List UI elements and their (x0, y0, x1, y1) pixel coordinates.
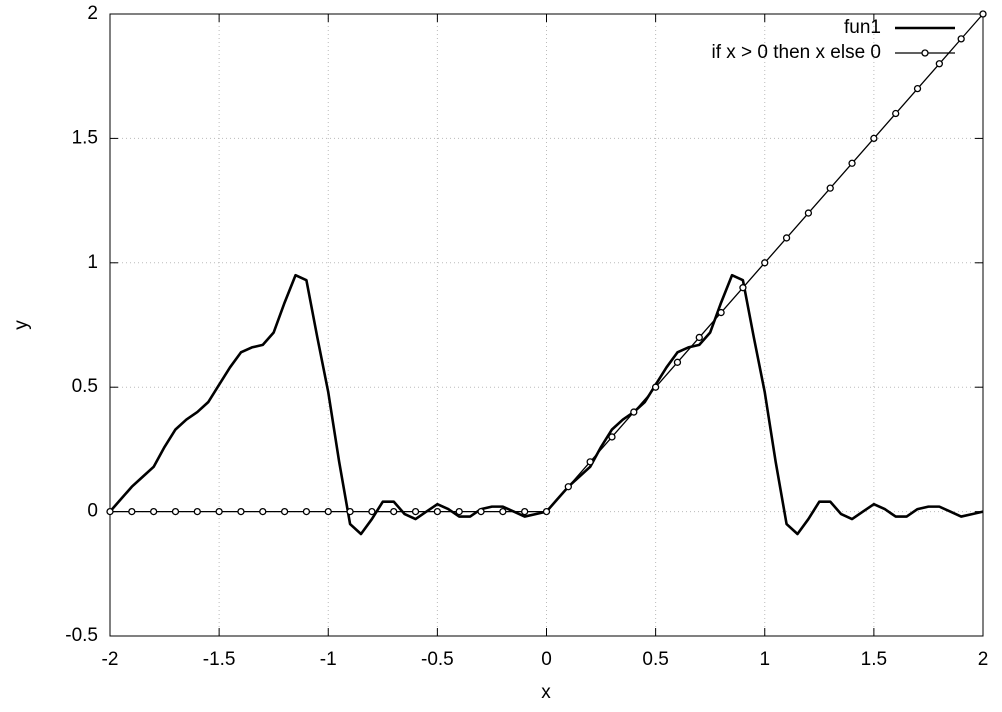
point-marker (346, 507, 354, 516)
x-tick-label: -0.5 (421, 649, 454, 670)
point-marker (521, 507, 529, 516)
point-marker (739, 284, 747, 292)
y-tick-label: -0.5 (65, 625, 98, 646)
point-marker (390, 507, 398, 516)
point-marker (935, 60, 943, 68)
point-marker (782, 234, 791, 242)
point-marker (913, 84, 922, 93)
point-marker (564, 483, 572, 491)
y-axis-label: y (11, 320, 32, 330)
point-marker (870, 134, 878, 143)
y-tick-label: 0.5 (72, 376, 98, 397)
point-marker (106, 507, 114, 516)
point-marker (128, 507, 136, 516)
legend-marker (921, 49, 929, 57)
point-marker (259, 507, 267, 516)
point-marker (477, 507, 485, 516)
x-tick-label: 1.5 (861, 649, 887, 670)
point-marker (826, 184, 834, 192)
point-marker (608, 433, 616, 441)
point-marker (695, 333, 703, 342)
x-tick-label: 1 (759, 649, 770, 670)
point-marker (215, 507, 223, 516)
point-marker (848, 159, 856, 167)
point-marker (542, 507, 551, 516)
plot-frame (109, 13, 984, 637)
x-axis-label: x (541, 682, 551, 703)
y-tick-label: 0 (87, 501, 98, 522)
point-marker (761, 259, 769, 267)
legend-label: if x > 0 then x else 0 (711, 42, 881, 63)
point-marker (368, 507, 376, 516)
legend-label: fun1 (844, 17, 881, 38)
x-tick-label: 0 (541, 649, 552, 670)
point-marker (804, 209, 813, 217)
point-marker (171, 507, 180, 516)
point-marker (957, 35, 965, 43)
point-marker (892, 109, 900, 118)
x-tick-label: 0.5 (642, 649, 668, 670)
point-marker (499, 507, 507, 516)
point-marker (324, 507, 332, 516)
x-tick-label: -1.5 (203, 649, 236, 670)
point-marker (280, 507, 289, 516)
point-marker (149, 507, 158, 516)
x-tick-label: -1 (320, 649, 337, 670)
y-tick-label: 1 (87, 252, 98, 273)
point-marker (979, 10, 987, 18)
point-marker (433, 507, 442, 516)
point-marker (630, 408, 638, 416)
point-marker (651, 383, 660, 391)
point-marker (717, 308, 725, 317)
point-marker (237, 507, 245, 516)
y-tick-label: 2 (87, 3, 98, 24)
x-tick-label: 2 (978, 649, 989, 670)
point-marker (455, 507, 463, 516)
point-marker (586, 458, 594, 466)
y-tick-label: 1.5 (72, 127, 98, 148)
point-marker (193, 507, 201, 516)
point-marker (302, 507, 311, 516)
point-marker (411, 507, 420, 516)
point-marker (673, 358, 682, 366)
x-tick-label: -2 (102, 649, 119, 670)
